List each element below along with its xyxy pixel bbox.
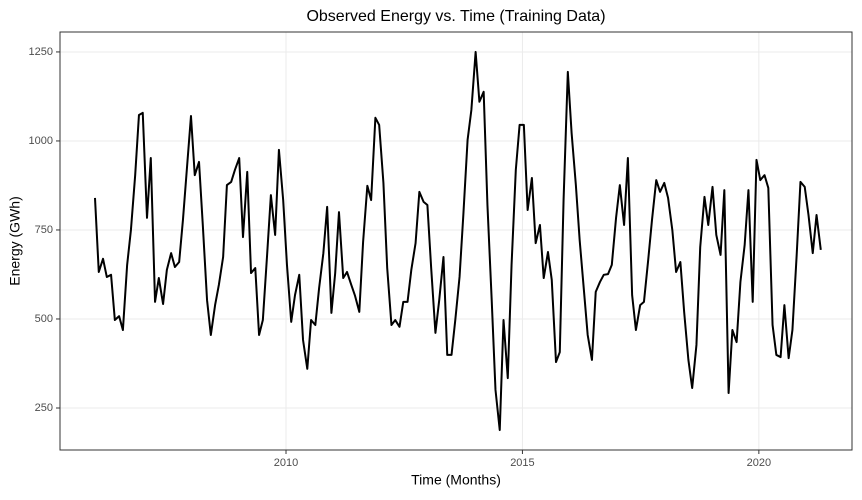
y-tick-label: 1000 — [29, 135, 53, 147]
y-tick-label: 750 — [35, 224, 53, 236]
x-tick-label: 2015 — [510, 457, 534, 469]
plot-border — [59, 31, 853, 451]
y-tick-label: 250 — [35, 402, 53, 414]
y-axis-label: Energy (GWh) — [7, 196, 23, 285]
y-tick-label: 1250 — [29, 46, 53, 58]
chart-title: Observed Energy vs. Time (Training Data) — [306, 8, 605, 25]
x-tick-label: 2010 — [274, 457, 298, 469]
x-axis-label: Time (Months) — [411, 472, 501, 488]
y-tick-label: 500 — [35, 313, 53, 325]
line — [93, 50, 822, 432]
x-tick-label: 2020 — [747, 457, 771, 469]
